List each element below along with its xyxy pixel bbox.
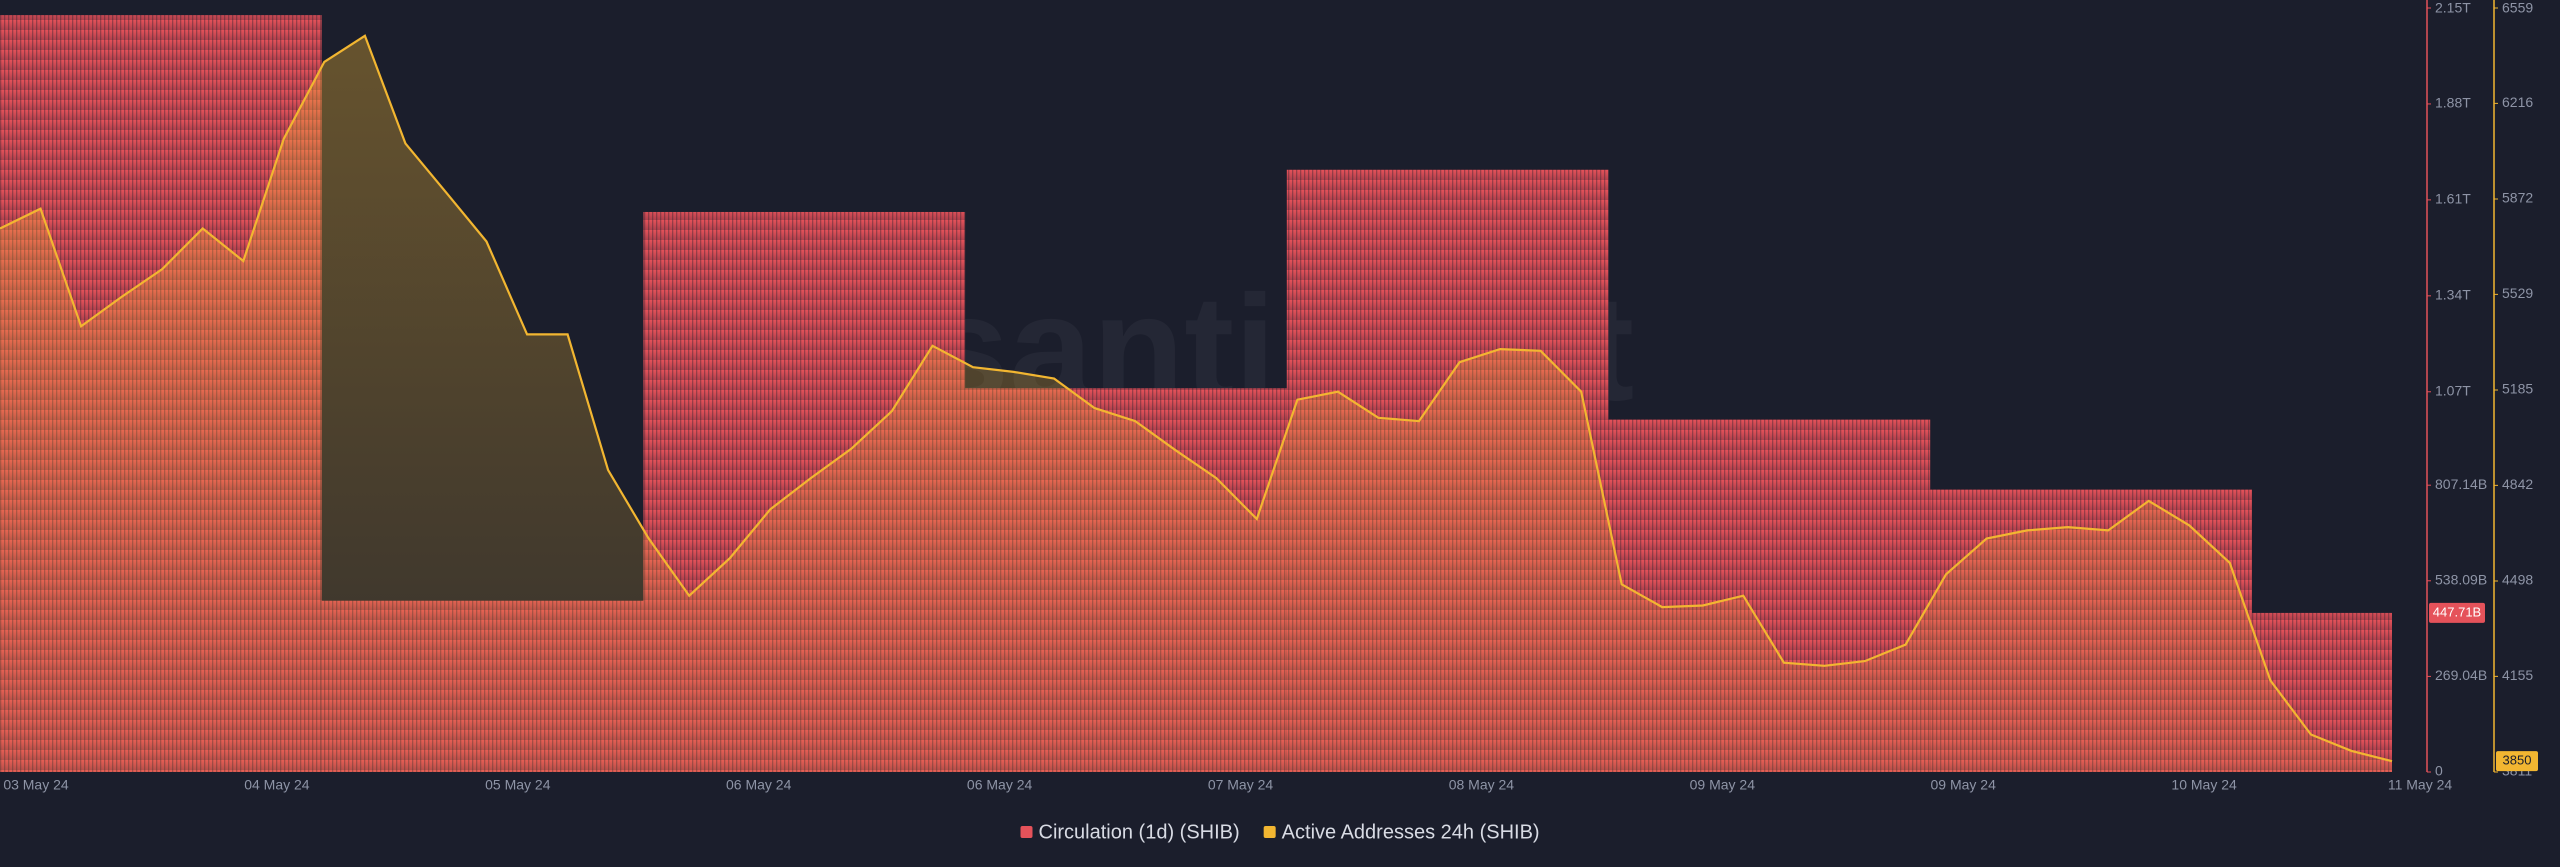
y2-tick-label: 6216 — [2502, 94, 2533, 110]
legend: Circulation (1d) (SHIB) Active Addresses … — [1020, 821, 1540, 843]
y-tick-label: 1.61T — [2435, 191, 2471, 207]
y2-tick-label: 4842 — [2502, 476, 2533, 492]
x-tick-label: 11 May 24 — [2388, 777, 2453, 793]
x-tick-label: 03 May 24 — [3, 777, 69, 793]
y-tick-label: 2.15T — [2435, 0, 2471, 16]
y-tick-label: 1.88T — [2435, 95, 2471, 111]
x-tick-label: 05 May 24 — [485, 777, 551, 793]
value-label: 447.71B — [2433, 604, 2481, 619]
y-tick-label: 269.04B — [2435, 667, 2487, 683]
line — [0, 34, 2393, 763]
x-tick-label: 08 May 24 — [1449, 777, 1515, 793]
x-tick-label: 04 May 24 — [244, 777, 310, 793]
y2-tick-label: 5185 — [2502, 381, 2533, 397]
y2-tick-label: 4498 — [2502, 572, 2533, 588]
x-tick-label: 09 May 24 — [1690, 777, 1756, 793]
x-tick-label: 06 May 24 — [967, 777, 1033, 793]
y-tick-label: 1.07T — [2435, 382, 2471, 398]
x-tick-label: 10 May 24 — [2171, 777, 2237, 793]
value-badge — [2429, 602, 2485, 623]
x-tick-label: 07 May 24 — [1208, 777, 1274, 793]
value-label: 3850 — [2503, 753, 2532, 768]
x-tick-label: 09 May 24 — [1931, 777, 1997, 793]
legend-swatch — [1020, 826, 1033, 838]
y2-tick-label: 4155 — [2502, 667, 2533, 683]
x-tick-label: 06 May 24 — [726, 777, 792, 793]
legend-label: Active Addresses 24h (SHIB) — [1282, 821, 1540, 843]
line-area — [0, 35, 2392, 773]
y-tick-label: 0 — [2435, 763, 2443, 779]
y-tick-label: 538.09B — [2435, 571, 2487, 587]
value-badge — [2496, 751, 2538, 772]
y2-tick-label: 5529 — [2502, 285, 2533, 301]
legend-swatch — [1263, 826, 1276, 838]
y2-tick-label: 6559 — [2502, 0, 2533, 16]
y-tick-label: 807.14B — [2435, 476, 2487, 492]
y-tick-label: 1.34T — [2435, 287, 2471, 303]
y2-tick-label: 5872 — [2502, 190, 2533, 206]
legend-label: Circulation (1d) (SHIB) — [1039, 821, 1240, 843]
